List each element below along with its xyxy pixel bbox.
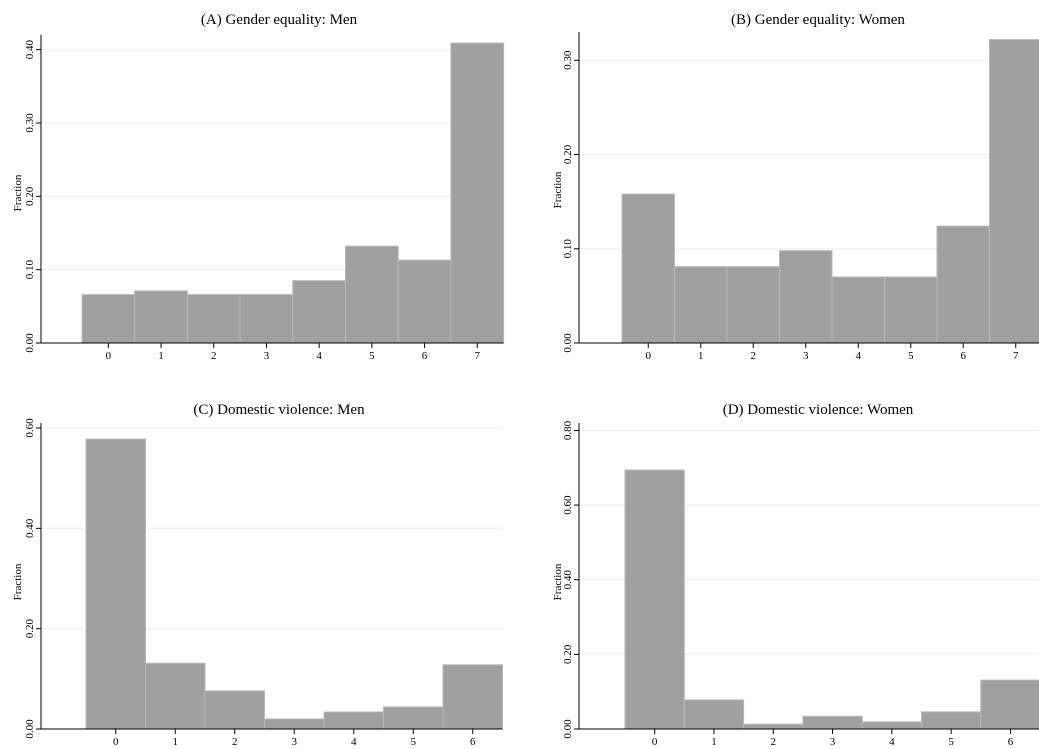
bar-0 [85,438,146,730]
y-tick-label: 0.20 [562,144,574,164]
bar-2 [204,690,265,730]
x-tick-label: 6 [470,736,476,748]
bar-0 [621,193,675,344]
x-tick-label: 2 [751,350,757,362]
y-tick-label: 0.20 [24,619,36,639]
bar-2 [186,294,241,344]
panel-title: (A) Gender equality: Men [201,12,358,28]
y-tick-label: 0.00 [562,719,574,739]
bar-5 [383,706,444,730]
bar-0 [624,469,685,730]
y-tick-label: 0.80 [562,420,574,440]
bar-1 [683,699,745,730]
x-tick-label: 3 [264,350,270,362]
x-tick-label: 4 [351,736,357,748]
bar-1 [674,266,728,344]
y-tick-label: 0.10 [24,260,36,280]
y-tick-label: 0.40 [24,40,36,60]
x-tick-label: 7 [1013,350,1019,362]
y-tick-label: 0.60 [24,418,36,438]
x-tick-label: 5 [908,350,914,362]
bar-5 [345,245,399,344]
chart-marks: 0.00 0.10 0.20 0.30 0.40 0 1 2 3 4 5 6 7 [24,35,505,362]
x-tick-label: 6 [961,350,967,362]
y-axis-label: Fraction [12,563,24,600]
x-tick-label: 0 [652,736,658,748]
x-tick-label: 3 [830,736,836,748]
bar-7 [450,42,505,344]
x-tick-label: 5 [411,736,417,748]
x-tick-label: 1 [158,350,164,362]
y-tick-label: 0.30 [24,113,36,133]
x-tick-label: 7 [475,350,481,362]
bar-2 [726,266,780,344]
bar-4 [292,280,346,344]
bar-0 [81,294,136,344]
bar-3 [779,250,833,344]
y-tick-label: 0.60 [562,495,574,515]
panel-title: (C) Domestic violence: Men [193,402,365,418]
bar-4 [323,711,384,730]
x-tick-label: 6 [422,350,428,362]
x-tick-label: 0 [113,736,119,748]
panel-a-gender-equality-men: (A) Gender equality: Men Fraction 0.000.… [12,12,505,362]
y-tick-label: 0.00 [24,333,36,353]
chart-marks: 0.00 0.20 0.40 0.60 0 1 2 3 4 5 6 [24,418,503,748]
panel-d-domestic-violence-women: (D) Domestic violence: Women Fraction 0.… [552,402,1039,748]
x-tick-label: 6 [1008,736,1014,748]
bar-6 [397,259,452,344]
bar-4 [861,721,923,730]
panel-b-gender-equality-women: (B) Gender equality: Women Fraction 0.00… [552,12,1039,362]
bar-7 [989,39,1039,344]
y-axis-label: Fraction [552,171,564,208]
x-tick-label: 5 [369,350,375,362]
chart-marks: 0.00 0.20 0.40 0.60 0.80 0 1 2 3 4 5 6 [562,420,1039,748]
x-tick-label: 1 [711,736,717,748]
bar-5 [884,276,938,344]
x-tick-label: 4 [856,350,862,362]
x-tick-label: 1 [173,736,179,748]
panel-c-domestic-violence-men: (C) Domestic violence: Men Fraction 0.00… [12,402,503,748]
x-tick-label: 4 [316,350,322,362]
bar-1 [145,662,206,730]
x-tick-label: 0 [106,350,112,362]
x-tick-label: 1 [698,350,704,362]
x-tick-label: 4 [889,736,895,748]
bar-3 [264,718,325,730]
bar-2 [743,723,804,730]
bar-1 [134,290,188,344]
bar-5 [921,711,982,730]
bar-4 [831,276,885,344]
x-tick-label: 3 [292,736,298,748]
bar-6 [980,679,1039,730]
x-tick-label: 2 [771,736,777,748]
x-tick-label: 3 [803,350,809,362]
panel-title: (B) Gender equality: Women [731,12,905,28]
x-tick-label: 0 [646,350,652,362]
y-axis-label: Fraction [12,174,24,211]
bar-3 [239,294,294,344]
y-tick-label: 0.20 [562,644,574,664]
bar-3 [802,715,863,730]
x-tick-label: 2 [232,736,238,748]
chart-marks: 0.00 0.10 0.20 0.30 0 1 2 3 4 5 6 7 [562,32,1039,362]
x-tick-label: 5 [948,736,954,748]
y-tick-label: 0.30 [562,50,574,70]
y-tick-label: 0.10 [562,239,574,259]
bar-6 [442,664,503,730]
x-tick-label: 2 [211,350,217,362]
y-tick-label: 0.00 [562,333,574,353]
y-tick-label: 0.40 [24,518,36,538]
y-axis-label: Fraction [552,563,564,600]
y-tick-label: 0.00 [24,719,36,739]
bar-6 [936,225,990,344]
panel-title: (D) Domestic violence: Women [723,402,914,418]
y-tick-label: 0.20 [24,186,36,206]
y-tick-label: 0.40 [562,570,574,590]
